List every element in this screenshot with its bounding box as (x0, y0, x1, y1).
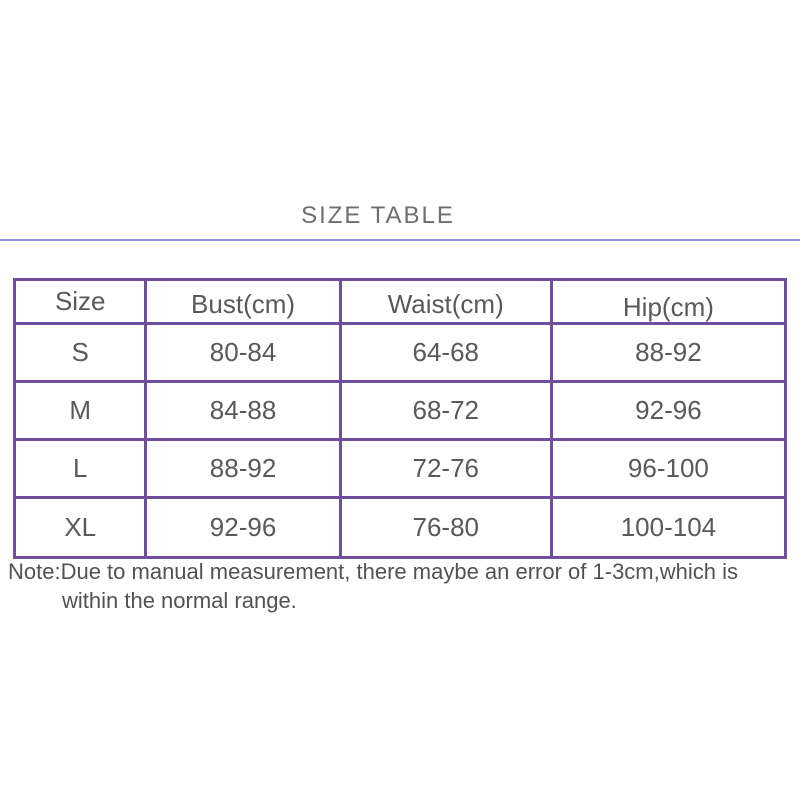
cell-waist: 76-80 (338, 496, 553, 559)
table-row-s: S 80-84 64-68 88-92 (12, 322, 788, 383)
header-cell-size: Size (12, 278, 148, 325)
cell-waist: 72-76 (338, 438, 553, 499)
note-line-2: within the normal range. (62, 588, 297, 613)
table-row-m: M 84-88 68-72 92-96 (12, 380, 788, 441)
cell-hip: 100-104 (549, 496, 788, 559)
table-row-l: L 88-92 72-76 96-100 (12, 438, 788, 499)
header-cell-waist: Waist(cm) (338, 278, 553, 325)
page-title: SIZE TABLE (301, 202, 455, 229)
cell-bust: 80-84 (144, 322, 342, 383)
cell-waist: 64-68 (338, 322, 553, 383)
note-line-1: Note:Due to manual measurement, there ma… (8, 559, 738, 584)
cell-hip: 88-92 (549, 322, 788, 383)
cell-size: M (12, 380, 148, 441)
cell-hip: 96-100 (549, 438, 788, 499)
header-label: Size (54, 286, 106, 316)
header-cell-bust: Bust(cm) (144, 278, 342, 325)
cell-size: S (12, 322, 148, 383)
measurement-note: Note:Due to manual measurement, there ma… (8, 557, 788, 615)
cell-waist: 68-72 (338, 380, 553, 441)
size-table: Size Bust(cm) Waist(cm) Hip(cm) S 80-84 … (12, 278, 788, 559)
table-row-xl: XL 92-96 76-80 100-104 (12, 496, 788, 559)
cell-bust: 84-88 (144, 380, 342, 441)
table-header-row: Size Bust(cm) Waist(cm) Hip(cm) (12, 278, 788, 325)
header-label: Waist(cm) (387, 289, 504, 319)
header-label: Bust(cm) (191, 289, 296, 319)
title-underline (0, 239, 800, 241)
cell-size: L (12, 438, 148, 499)
header-label: Hip(cm) (622, 292, 714, 322)
cell-bust: 92-96 (144, 496, 342, 559)
cell-size: XL (12, 496, 148, 559)
cell-bust: 88-92 (144, 438, 342, 499)
header-cell-hip: Hip(cm) (549, 278, 788, 325)
cell-hip: 92-96 (549, 380, 788, 441)
